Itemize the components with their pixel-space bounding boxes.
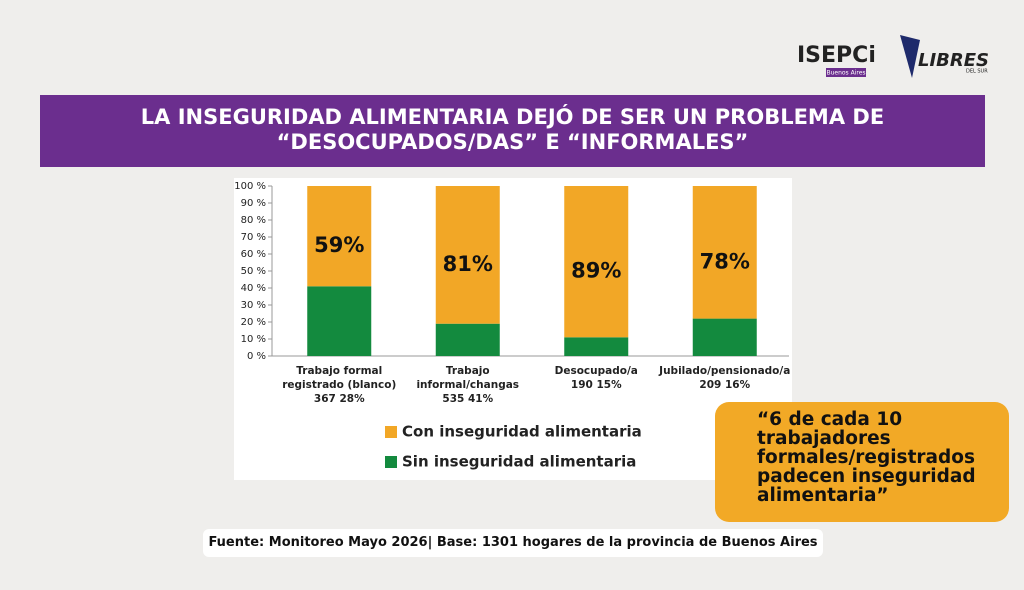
legend-swatch: [385, 426, 397, 438]
value-label: 81%: [443, 252, 493, 276]
source-note: Fuente: Monitoreo Mayo 2026| Base: 1301 …: [203, 529, 823, 557]
bar-segment: [692, 318, 757, 356]
bar-segment: [435, 323, 500, 356]
x-tick-label: informal/changas: [416, 379, 519, 391]
y-tick-label: 40 %: [241, 283, 266, 294]
libres-logo: LIBRES: [918, 50, 989, 71]
x-tick-label: 190 15%: [571, 379, 622, 391]
legend-swatch: [385, 456, 397, 468]
x-tick-label: Desocupado/a: [555, 365, 638, 377]
y-tick-label: 30 %: [241, 300, 266, 311]
x-tick-label: 209 16%: [699, 379, 750, 391]
callout-line: padecen inseguridad: [757, 466, 976, 487]
bar-segment: [307, 186, 372, 287]
y-tick-label: 80 %: [241, 215, 266, 226]
bar-segment: [692, 186, 757, 319]
y-tick-label: 50 %: [241, 266, 266, 277]
isepci-logo: ISEPCi: [797, 43, 876, 68]
callout-line: formales/registrados: [757, 447, 975, 468]
title-banner: LA INSEGURIDAD ALIMENTARIA DEJÓ DE SER U…: [40, 95, 985, 167]
x-tick-label: 535 41%: [442, 393, 493, 405]
y-tick-label: 10 %: [241, 334, 266, 345]
bar-segment: [564, 337, 629, 356]
legend-label: Sin inseguridad alimentaria: [402, 453, 636, 471]
y-tick-label: 60 %: [241, 249, 266, 260]
value-label: 78%: [700, 249, 750, 273]
libres-icon: [900, 35, 920, 78]
x-tick-label: Trabajo formal: [296, 365, 382, 377]
callout-line: “6 de cada 10: [757, 409, 903, 430]
x-tick-label: 367 28%: [314, 393, 365, 405]
bar-segment: [307, 286, 372, 356]
title-line: “DESOCUPADOS/DAS” E “INFORMALES”: [276, 130, 749, 154]
bar-segment: [435, 186, 500, 324]
y-tick-label: 20 %: [241, 317, 266, 328]
x-tick-label: Jubilado/pensionado/a: [658, 365, 790, 377]
x-tick-label: Trabajo: [446, 365, 490, 377]
callout-line: trabajadores: [757, 428, 891, 449]
value-label: 89%: [571, 259, 621, 283]
libres-sub: DEL SUR: [966, 69, 988, 75]
title-line: LA INSEGURIDAD ALIMENTARIA DEJÓ DE SER U…: [140, 105, 885, 129]
isepci-sub: Buenos Aires: [826, 70, 865, 77]
callout-line: alimentaria”: [757, 485, 889, 506]
callout: “6 de cada 10 trabajadores formales/regi…: [715, 402, 1009, 522]
y-tick-label: 70 %: [241, 232, 266, 243]
y-tick-label: 100 %: [234, 181, 266, 192]
x-tick-label: registrado (blanco): [282, 379, 396, 391]
isepci-badge: [826, 68, 866, 77]
bar-segment: [564, 186, 629, 338]
y-tick-label: 0 %: [247, 351, 266, 362]
y-tick-label: 90 %: [241, 198, 266, 209]
legend-label: Con inseguridad alimentaria: [402, 423, 642, 441]
value-label: 59%: [314, 233, 364, 257]
